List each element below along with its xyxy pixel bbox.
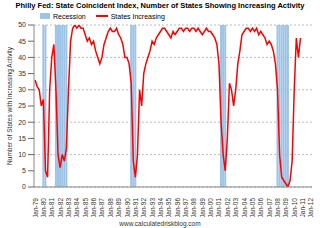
svg-text:30: 30 bbox=[18, 86, 26, 93]
svg-text:Jan-04: Jan-04 bbox=[241, 198, 248, 217]
svg-text:Jan-90: Jan-90 bbox=[124, 198, 131, 217]
svg-text:15: 15 bbox=[18, 135, 26, 142]
svg-text:Number of States with Increasi: Number of States with Increasing Activit… bbox=[8, 46, 14, 165]
svg-text:Jan-86: Jan-86 bbox=[90, 198, 97, 217]
svg-text:Jan-83: Jan-83 bbox=[65, 198, 72, 217]
svg-text:Jan-84: Jan-84 bbox=[73, 198, 80, 217]
svg-text:Jan-10: Jan-10 bbox=[291, 198, 298, 217]
svg-text:Jan-00: Jan-00 bbox=[207, 198, 214, 217]
svg-text:Jan-93: Jan-93 bbox=[149, 198, 156, 217]
svg-text:Jan-01: Jan-01 bbox=[215, 198, 222, 217]
svg-text:Jan-96: Jan-96 bbox=[174, 198, 181, 217]
html-text:www.calculatedriskblog.com: www.calculatedriskblog.com bbox=[119, 220, 201, 227]
svg-text:50: 50 bbox=[18, 21, 26, 28]
svg-text:Jan-82: Jan-82 bbox=[57, 198, 64, 217]
svg-text:Jan-09: Jan-09 bbox=[282, 198, 289, 217]
html-text:Philly Fed: State Coincident I: Philly Fed: State Coincident Index, Numb… bbox=[15, 1, 305, 10]
svg-text:Jan-97: Jan-97 bbox=[182, 198, 189, 217]
svg-text:Jan-06: Jan-06 bbox=[257, 198, 264, 217]
html-text:Recession: Recession bbox=[53, 12, 86, 20]
svg-text:Jan-91: Jan-91 bbox=[132, 198, 139, 217]
svg-text:Jan-05: Jan-05 bbox=[249, 198, 256, 217]
svg-text:Jan-89: Jan-89 bbox=[115, 198, 122, 217]
svg-text:45: 45 bbox=[18, 38, 26, 45]
svg-text:25: 25 bbox=[18, 102, 26, 109]
svg-text:Jan-95: Jan-95 bbox=[165, 198, 172, 217]
svg-text:20: 20 bbox=[18, 119, 26, 126]
svg-text:40: 40 bbox=[18, 54, 26, 61]
html-text:States Increasing: States Increasing bbox=[110, 12, 165, 20]
svg-text:35: 35 bbox=[18, 70, 26, 77]
svg-text:Jan-85: Jan-85 bbox=[82, 198, 89, 217]
svg-text:Jan-80: Jan-80 bbox=[40, 198, 47, 217]
svg-text:10: 10 bbox=[18, 151, 26, 158]
svg-text:Jan-98: Jan-98 bbox=[190, 198, 197, 217]
svg-text:Jan-03: Jan-03 bbox=[232, 198, 239, 217]
svg-text:Jan-07: Jan-07 bbox=[266, 198, 273, 217]
svg-text:Jan-88: Jan-88 bbox=[107, 198, 114, 217]
svg-text:Jan-81: Jan-81 bbox=[48, 198, 55, 217]
svg-text:5: 5 bbox=[22, 167, 26, 174]
svg-text:Jan-08: Jan-08 bbox=[274, 198, 281, 217]
svg-text:Jan-11: Jan-11 bbox=[299, 198, 306, 217]
svg-text:Jan-94: Jan-94 bbox=[157, 198, 164, 217]
svg-text:Jan-12: Jan-12 bbox=[307, 198, 312, 217]
svg-text:Jan-79: Jan-79 bbox=[32, 198, 39, 217]
svg-text:Jan-99: Jan-99 bbox=[199, 198, 206, 217]
svg-text:Jan-87: Jan-87 bbox=[98, 198, 105, 217]
svg-text:Jan-02: Jan-02 bbox=[224, 198, 231, 217]
svg-text:Jan-92: Jan-92 bbox=[140, 198, 147, 217]
svg-text:0: 0 bbox=[22, 183, 26, 190]
